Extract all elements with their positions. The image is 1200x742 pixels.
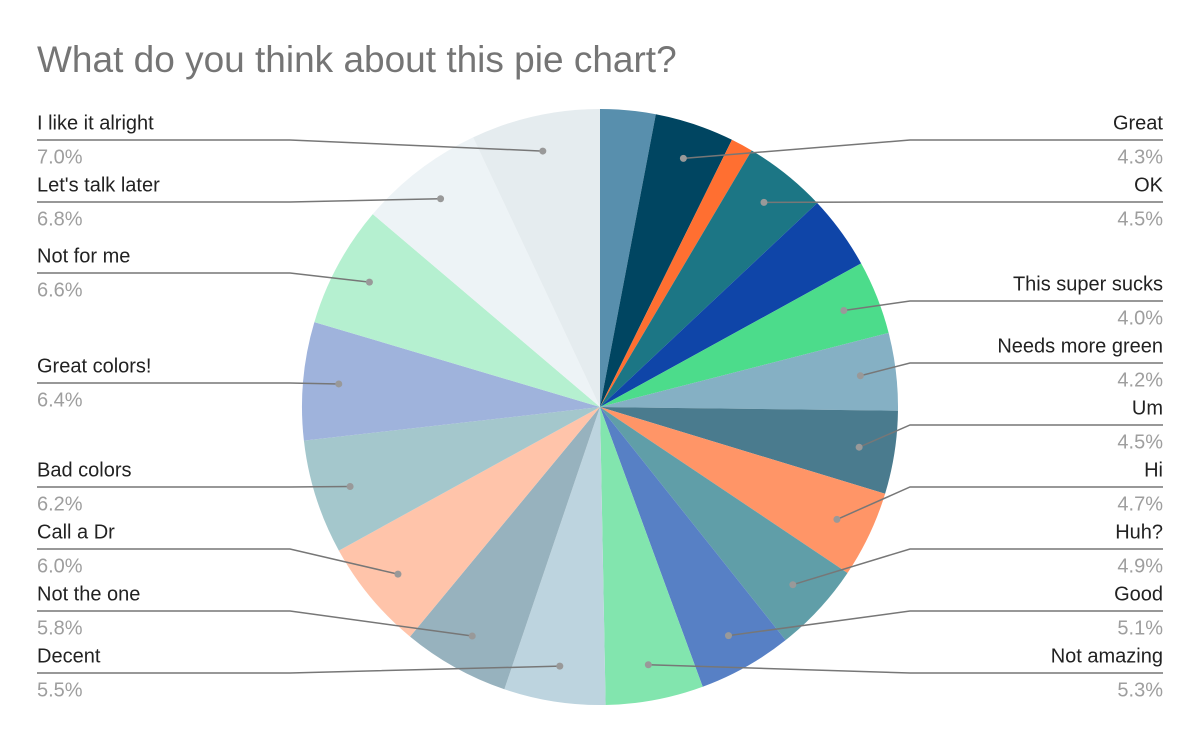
slice-label: Bad colors <box>37 459 132 481</box>
slice-label: Great colors! <box>37 355 151 377</box>
leader-dot <box>724 632 732 640</box>
chart-title: What do you think about this pie chart? <box>37 39 677 80</box>
leader-dot <box>437 195 445 203</box>
leader-line <box>37 548 399 575</box>
leader-line <box>843 300 1163 312</box>
slice-value-label: 4.5% <box>1117 431 1163 453</box>
pie-slice <box>302 322 600 441</box>
leader-line <box>37 610 473 637</box>
pie-slice <box>314 214 600 407</box>
leader-dot <box>539 147 547 155</box>
leader-line <box>728 610 1163 637</box>
leader-line <box>37 272 370 283</box>
pie-slice <box>600 407 786 687</box>
leader-line <box>836 486 1163 521</box>
slice-label: Hi <box>1144 459 1163 481</box>
pie-slice <box>473 109 600 407</box>
slice-value-label: 6.6% <box>37 279 83 301</box>
slice-value-label: 5.8% <box>37 617 83 639</box>
pie-slice <box>600 203 862 407</box>
slice-label: Needs more green <box>997 335 1163 357</box>
slice-value-label: 4.2% <box>1117 369 1163 391</box>
leader-dot <box>760 198 768 206</box>
pie-slice <box>600 109 656 407</box>
leader-line <box>37 198 441 203</box>
slice-label: Decent <box>37 645 101 667</box>
leader-dot <box>556 662 564 670</box>
leader-dot <box>468 632 476 640</box>
pie-slice <box>600 407 848 641</box>
leader-line <box>858 424 1163 448</box>
leader-line <box>37 139 543 152</box>
slice-value-label: 4.7% <box>1117 493 1163 515</box>
slice-label: Let's talk later <box>37 174 160 196</box>
pie-slice <box>338 407 600 637</box>
slice-label: Huh? <box>1115 521 1163 543</box>
leader-dot <box>644 661 652 669</box>
pie-slice <box>303 407 600 551</box>
slice-value-label: 6.4% <box>37 389 83 411</box>
leader-dot <box>855 443 863 451</box>
slice-value-label: 5.5% <box>37 679 83 701</box>
leader-line <box>648 663 1163 674</box>
pie-slice <box>600 407 898 494</box>
leader-line <box>860 362 1163 377</box>
slice-label: Call a Dr <box>37 521 115 543</box>
pie-slice <box>600 114 732 408</box>
pie-slice <box>504 407 606 705</box>
leader-line <box>792 548 1163 586</box>
leader-line <box>683 139 1163 160</box>
pie-slice <box>600 263 889 407</box>
slice-label: Not amazing <box>1051 645 1163 667</box>
slice-value-label: 4.0% <box>1117 307 1163 329</box>
slice-value-label: 5.3% <box>1117 679 1163 701</box>
slice-value-label: 4.3% <box>1117 146 1163 168</box>
leader-dot <box>335 380 343 388</box>
leader-dot <box>789 581 797 589</box>
slice-label: Good <box>1114 583 1163 605</box>
leader-line <box>37 382 339 385</box>
slice-value-label: 6.2% <box>37 493 83 515</box>
slice-label: Not the one <box>37 583 140 605</box>
slice-label: Um <box>1132 397 1163 419</box>
slice-label: Great <box>1113 112 1163 134</box>
slice-value-label: 7.0% <box>37 146 83 168</box>
leader-dot <box>833 515 841 523</box>
leader-line <box>37 665 560 674</box>
pie-slice <box>600 407 886 573</box>
leader-line <box>37 485 351 488</box>
leader-dot <box>856 372 864 380</box>
slice-value-label: 4.9% <box>1117 555 1163 577</box>
pie-slice <box>600 139 752 407</box>
slice-value-label: 6.8% <box>37 208 83 230</box>
leader-dot <box>365 278 373 286</box>
slice-label: Not for me <box>37 245 130 267</box>
pie-slice <box>600 407 703 705</box>
pie-slice <box>410 407 600 690</box>
slice-value-label: 6.0% <box>37 555 83 577</box>
slice-label: This super sucks <box>1013 273 1163 295</box>
pie-slice <box>600 332 899 411</box>
leader-dot <box>679 154 687 162</box>
pie-slice <box>372 137 600 407</box>
leader-dot <box>346 482 354 490</box>
leader-dot <box>840 306 848 314</box>
slice-value-label: 5.1% <box>1117 617 1163 639</box>
slice-label: I like it alright <box>37 112 154 134</box>
pie-slice <box>600 150 818 407</box>
slice-label: OK <box>1134 174 1164 196</box>
leader-dot <box>394 570 402 578</box>
slice-value-label: 4.5% <box>1117 208 1163 230</box>
